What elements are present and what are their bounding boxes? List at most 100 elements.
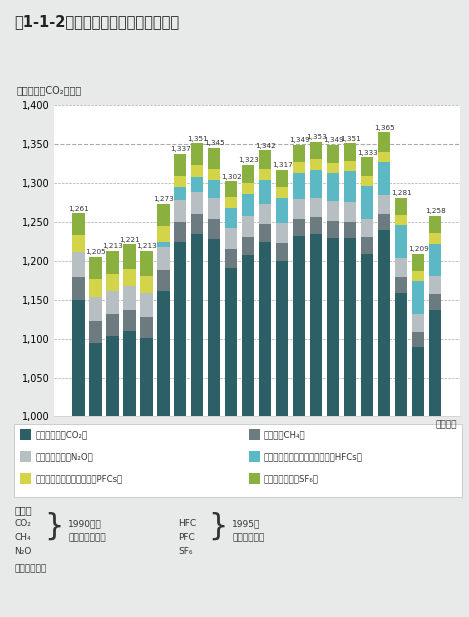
Bar — [395, 294, 407, 617]
Bar — [72, 300, 84, 617]
Text: 17: 17 — [345, 428, 355, 436]
Bar — [72, 277, 84, 300]
Bar — [327, 162, 339, 173]
Bar — [242, 255, 254, 617]
Text: 12: 12 — [260, 428, 270, 436]
Bar — [242, 165, 254, 183]
Text: 1,209: 1,209 — [408, 246, 429, 252]
Bar — [174, 188, 187, 200]
Bar — [157, 242, 169, 247]
Text: 資料：環境省: 資料：環境省 — [14, 565, 46, 573]
Bar — [123, 269, 136, 286]
Text: 1,333: 1,333 — [357, 149, 378, 155]
Text: 15: 15 — [311, 428, 321, 436]
Bar — [259, 180, 272, 204]
Bar — [344, 161, 356, 171]
Bar — [242, 236, 254, 255]
Bar — [412, 347, 424, 617]
Text: 基準年: 基準年 — [72, 428, 85, 436]
Bar — [429, 215, 441, 233]
Bar — [72, 235, 84, 252]
Bar — [276, 170, 288, 187]
Bar — [90, 297, 102, 321]
Bar — [140, 251, 152, 276]
Text: （平成２年度）: （平成２年度） — [68, 533, 106, 542]
Bar — [412, 313, 424, 331]
Text: SF₆: SF₆ — [178, 547, 193, 557]
Bar — [429, 310, 441, 617]
Bar — [191, 143, 204, 165]
Bar — [378, 230, 390, 617]
Bar — [259, 224, 272, 242]
Bar — [412, 271, 424, 281]
Text: 1,281: 1,281 — [391, 190, 411, 196]
Bar — [90, 257, 102, 280]
Bar — [276, 260, 288, 617]
Text: 1995年: 1995年 — [232, 519, 261, 528]
Bar — [191, 192, 204, 214]
Bar — [310, 234, 322, 617]
Text: 基準年: 基準年 — [14, 505, 32, 515]
Bar — [106, 315, 119, 336]
Bar — [106, 291, 119, 315]
Text: 18: 18 — [363, 428, 372, 436]
Bar — [242, 217, 254, 236]
Bar — [429, 233, 441, 244]
Bar — [174, 222, 187, 242]
Bar — [225, 249, 237, 268]
Bar — [106, 251, 119, 274]
Bar — [157, 226, 169, 242]
Bar — [140, 337, 152, 617]
Text: }: } — [45, 511, 64, 540]
Text: 1,273: 1,273 — [153, 196, 174, 202]
Bar — [242, 183, 254, 194]
Bar — [361, 157, 373, 176]
Text: 1,213: 1,213 — [102, 243, 123, 249]
Bar — [310, 141, 322, 159]
Text: 11: 11 — [243, 428, 253, 436]
Text: 20: 20 — [396, 428, 406, 436]
Bar — [276, 187, 288, 197]
Bar — [395, 225, 407, 259]
Bar — [174, 176, 187, 188]
Text: 1,345: 1,345 — [204, 140, 225, 146]
Bar — [395, 259, 407, 277]
Text: 1,213: 1,213 — [136, 243, 157, 249]
Bar — [276, 197, 288, 223]
Bar — [259, 204, 272, 224]
Text: 6: 6 — [161, 428, 166, 436]
Text: 1,205: 1,205 — [85, 249, 106, 255]
Bar — [344, 143, 356, 161]
Text: N₂O: N₂O — [14, 547, 31, 557]
Bar — [327, 144, 339, 162]
Bar — [293, 236, 305, 617]
Text: 1,349: 1,349 — [289, 137, 310, 143]
Bar — [327, 238, 339, 617]
Bar — [174, 200, 187, 222]
Text: 16: 16 — [328, 428, 338, 436]
Text: 22: 22 — [431, 428, 440, 436]
Bar — [225, 268, 237, 617]
Text: 2: 2 — [93, 434, 98, 442]
Bar — [344, 171, 356, 202]
Text: HFC: HFC — [178, 519, 197, 528]
Bar — [429, 244, 441, 276]
Bar — [72, 252, 84, 277]
Text: 1,258: 1,258 — [425, 208, 446, 214]
Text: メタン（CH₄）: メタン（CH₄） — [264, 430, 306, 439]
Bar — [378, 195, 390, 214]
Bar — [90, 343, 102, 617]
Bar — [310, 159, 322, 170]
Text: 平成: 平成 — [91, 424, 100, 433]
Bar — [225, 181, 237, 197]
Bar — [140, 294, 152, 317]
Bar — [157, 291, 169, 617]
Text: 1,351: 1,351 — [340, 136, 361, 141]
Text: 9: 9 — [212, 428, 217, 436]
Text: 21: 21 — [413, 428, 423, 436]
Bar — [174, 154, 187, 176]
Text: 3: 3 — [110, 428, 115, 436]
Bar — [293, 218, 305, 236]
Bar — [361, 176, 373, 186]
Bar — [327, 202, 339, 221]
